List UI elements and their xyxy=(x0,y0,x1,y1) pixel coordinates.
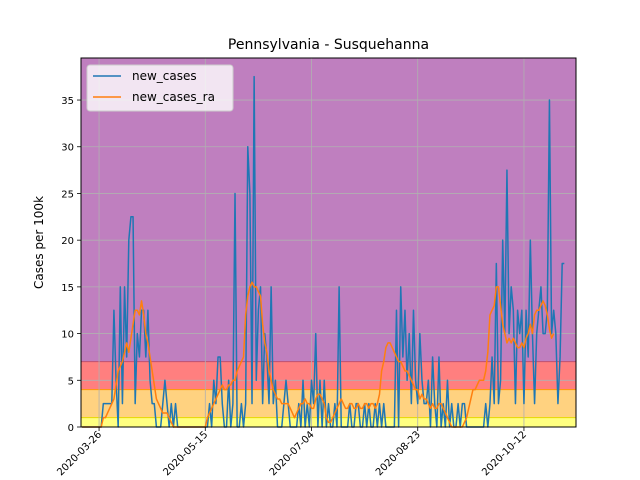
y-tick-label: 20 xyxy=(61,236,74,247)
chart-title: Pennsylvania - Susquehanna xyxy=(228,37,429,53)
legend: new_cases new_cases_ra xyxy=(86,64,234,112)
y-axis-title: Cases per 100k xyxy=(32,196,46,289)
x-axis: 2020-03-26 2020-05-15 2020-07-04 2020-08-23… xyxy=(55,427,529,478)
y-tick-label: 5 xyxy=(68,376,74,387)
legend-label-new-cases-ra: new_cases_ra xyxy=(132,90,215,104)
legend-label-new-cases: new_cases xyxy=(132,69,197,83)
x-tick-label: 2020-03-26 xyxy=(55,429,104,478)
y-tick-label: 15 xyxy=(61,283,74,294)
series-layer xyxy=(82,75,565,428)
x-tick-label: 2020-08-23 xyxy=(374,429,423,478)
x-tick-label: 2020-05-15 xyxy=(162,429,211,478)
legend-box xyxy=(86,64,234,112)
y-tick-label: 0 xyxy=(68,423,74,434)
risk-band-2 xyxy=(81,361,576,390)
y-tick-label: 10 xyxy=(61,330,74,341)
series-line-new-cases-ra xyxy=(82,281,555,428)
series-line-new-cases xyxy=(82,75,565,428)
y-tick-label: 35 xyxy=(61,96,74,107)
y-tick-label: 30 xyxy=(61,143,74,154)
y-axis: 0 5 10 15 20 25 30 35 xyxy=(61,96,81,434)
x-tick-label: 2020-10-12 xyxy=(480,429,529,478)
y-tick-label: 25 xyxy=(61,189,74,200)
plot-frame xyxy=(80,57,577,428)
risk-bands xyxy=(81,58,576,427)
x-tick-label: 2020-07-04 xyxy=(268,429,317,478)
